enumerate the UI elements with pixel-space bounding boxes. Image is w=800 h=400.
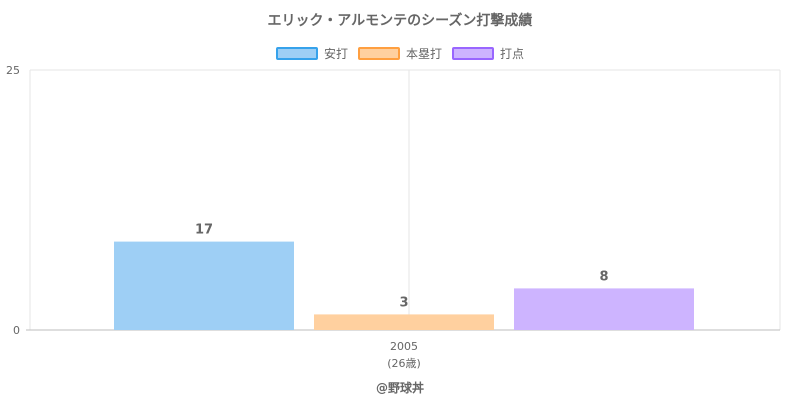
legend-label-home-runs: 本塁打 [405,47,442,61]
legend-swatch-rbi [452,47,494,60]
footer-credit: @野球丼 [375,381,424,395]
x-tick-age: (26歳) [387,357,421,370]
legend-swatch-home-runs [357,47,400,60]
legend-item-rbi[interactable]: 打点 [452,45,524,62]
data-label-rbi: 8 [599,269,608,284]
legend: 安打 本塁打 打点 [0,45,800,62]
bars [114,241,694,330]
legend-label-hits: 安打 [323,47,348,61]
bar-home-runs [314,314,494,330]
legend-label-rbi: 打点 [500,47,525,61]
y-tick-25: 25 [6,64,20,77]
data-label-home-runs: 3 [399,295,408,310]
chart-title: エリック・アルモンテのシーズン打撃成績 [267,13,533,29]
y-tick-0: 0 [13,324,20,337]
legend-item-hits[interactable]: 安打 [275,45,348,62]
legend-swatch-hits [275,47,318,60]
x-tick-2005: 2005 [390,340,418,353]
legend-item-home-runs[interactable]: 本塁打 [357,45,442,62]
bar-rbi [514,288,694,330]
bar-hits [114,241,294,330]
data-label-hits: 17 [195,223,213,238]
labels: 0 25 17 3 8 2005 (26歳) [6,64,609,370]
